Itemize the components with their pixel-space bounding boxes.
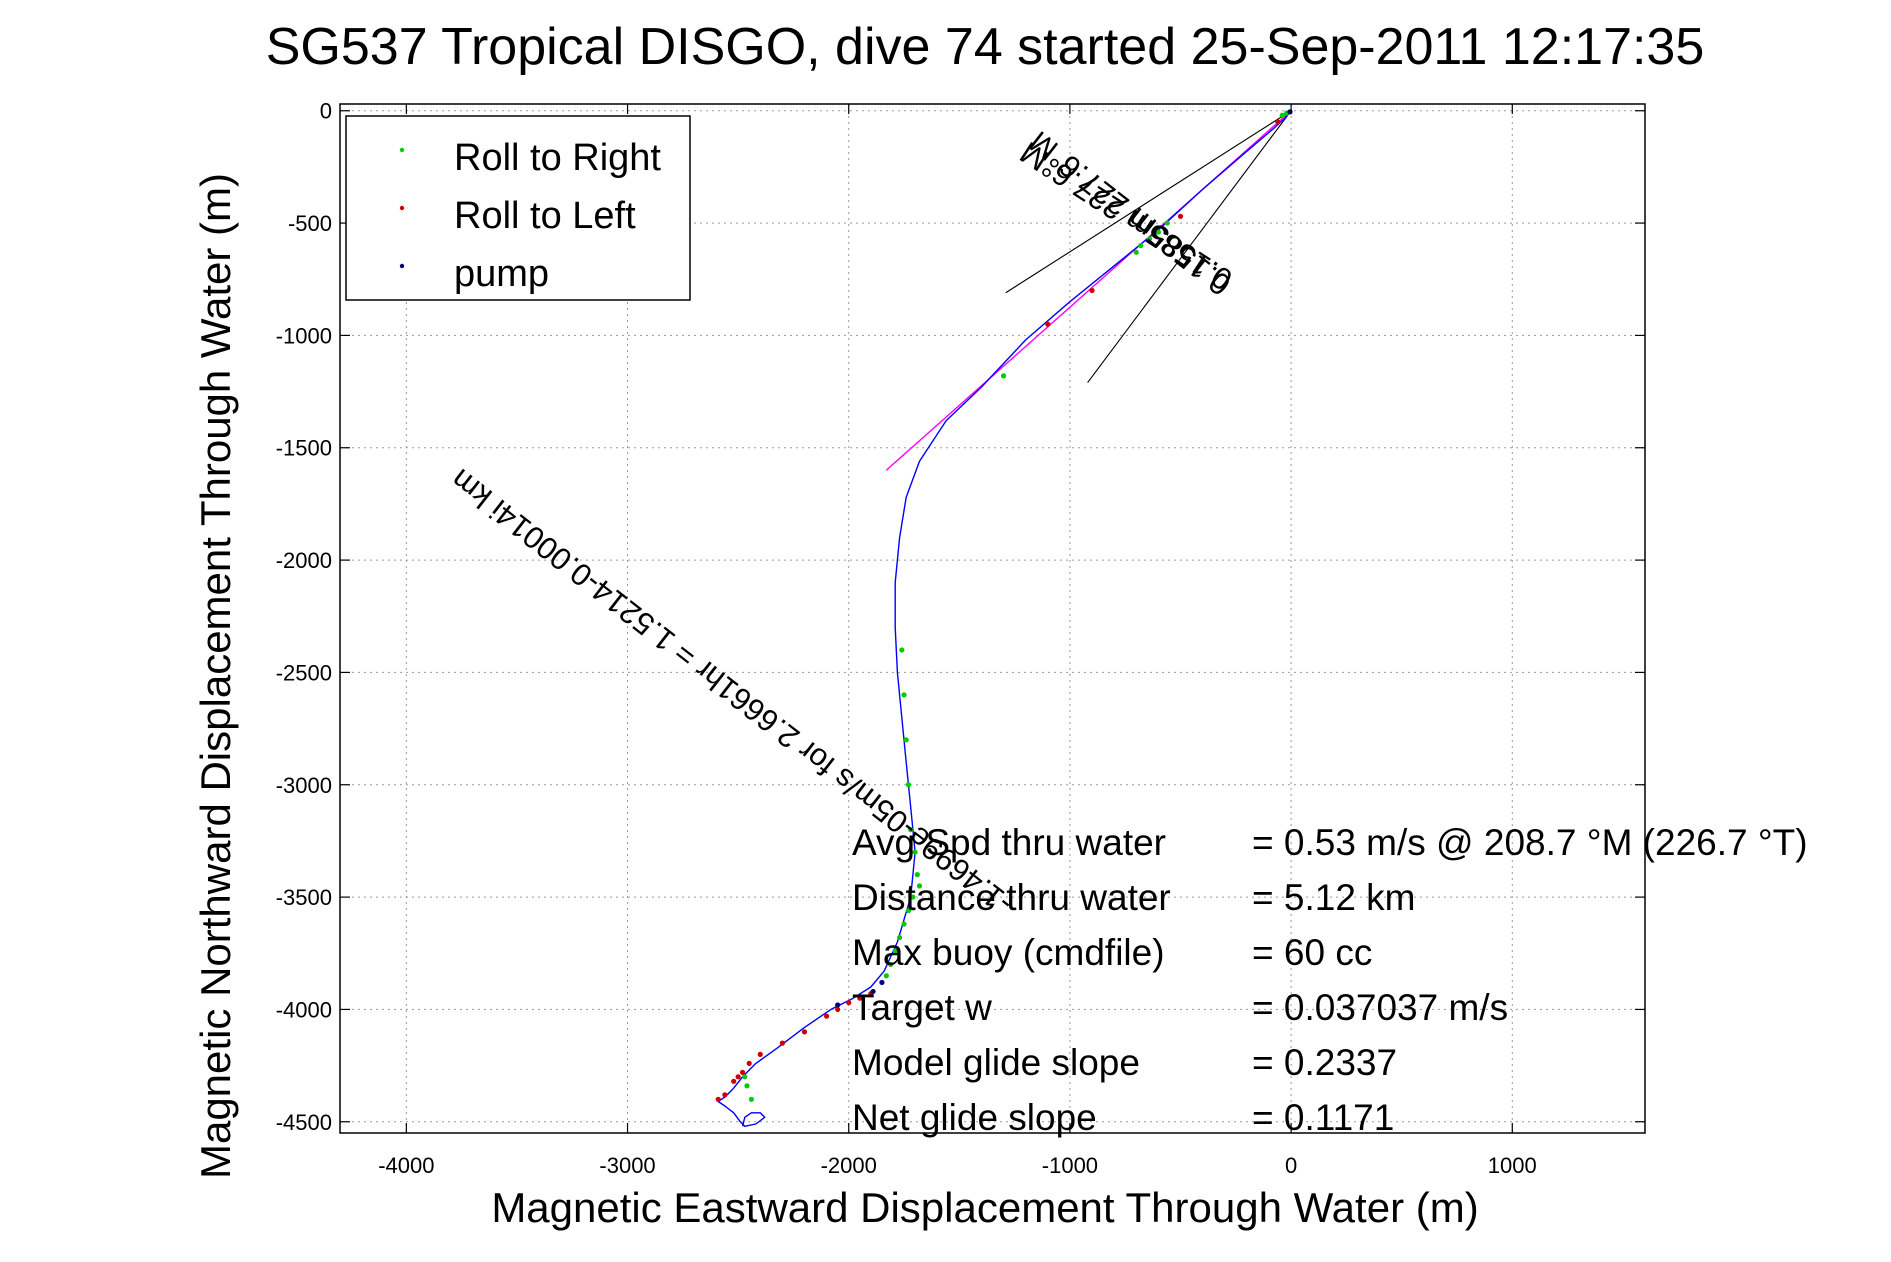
stat-label-model-glide: Model glide slope [852,1042,1140,1083]
roll-right-point [916,883,923,889]
roll-right-point [910,894,916,900]
legend-marker-pump [399,263,405,269]
y-tick-label: -1000 [276,323,332,348]
stat-value-avg-speed: = 0.53 m/s @ 208.7 °M (226.7 °T) [1252,822,1808,863]
roll-right-point [1164,220,1170,226]
y-tick-label: -2500 [276,660,332,685]
track-line [717,110,1292,1127]
stat-label-distance: Distance thru water [852,877,1171,918]
track-annotation: 0.1585m 227.6°M [1014,135,1239,298]
plot-frame [339,103,1646,1134]
stat-value-net-glide: = 0.1171 [1252,1097,1394,1138]
roll-left-point [846,1000,852,1006]
roll-left-point [1177,213,1184,219]
pump-point [870,988,876,995]
legend-entry-roll-right: Roll to Right [399,137,661,179]
roll-left-point [757,1051,763,1057]
roll-right-point [899,647,905,653]
roll-left-point [739,1069,746,1075]
x-tick-label: -1000 [1042,1153,1098,1178]
roll-left-point [1275,119,1281,125]
roll-left-point [731,1078,737,1084]
legend: Roll to Right Roll to Left pump [345,115,691,301]
stat-label-max-buoy: Max buoy (cmdfile) [852,932,1165,973]
x-tick-label: -2000 [821,1153,877,1178]
stat-value-distance: = 5.12 km [1252,877,1416,918]
legend-label-roll-left: Roll to Left [454,195,636,237]
roll-right-point [905,782,912,788]
x-tick-label: -3000 [599,1153,655,1178]
roll-right-point [905,907,912,914]
stat-label-target-w: Target w [852,987,992,1028]
x-axis-label: Magnetic Eastward Displacement Through W… [491,1184,1478,1231]
dive-stats: Avg Spd thru water = 0.53 m/s @ 208.7 °M… [852,822,1808,1138]
roll-left-point [715,1096,721,1102]
roll-left-point [801,1029,808,1035]
roll-left-point [857,995,863,1001]
y-axis-label: Magnetic Northward Displacement Through … [192,173,239,1179]
pump-point [879,979,885,986]
axis-ticks: -4000 -3000 -2000 -1000 0 1000 0 -500 -1000 -1500… [276,99,1645,1178]
roll-left-point [779,1040,785,1046]
pump-point [1287,109,1293,115]
roll-left-point [746,1060,752,1066]
y-tick-label: -500 [288,211,332,236]
cone-line [1087,110,1292,383]
y-tick-label: -3500 [276,885,332,910]
y-tick-label: -1500 [276,436,332,461]
track [717,110,1292,1127]
roll-right-point [1146,236,1153,242]
roll-right-point [748,1096,755,1102]
roll-right-point [901,692,907,698]
roll-left-point [735,1074,741,1080]
roll-right-point [912,849,918,855]
roll-right-point [897,934,903,941]
track-points [715,109,1293,1102]
chart-title: SG537 Tropical DISGO, dive 74 started 25… [266,18,1705,76]
y-tick-label: -4000 [276,997,332,1022]
legend-marker-roll-right [399,147,405,153]
legend-label-roll-right: Roll to Right [454,137,661,179]
roll-right-point [883,973,889,979]
cone-lines [1005,110,1292,383]
roll-right-point [903,737,909,743]
roll-right-point [1138,242,1144,249]
roll-right-point [1279,112,1285,118]
legend-entry-pump: pump [399,253,549,295]
roll-right-point [1000,373,1007,379]
legend-entry-roll-left: Roll to Left [399,195,636,237]
stat-label-net-glide: Net glide slope [852,1097,1097,1138]
x-tick-label: 0 [1285,1153,1297,1178]
roll-right-point [892,948,898,954]
stat-value-target-w: = 0.037037 m/s [1252,987,1508,1028]
roll-right-point [888,961,894,968]
legend-marker-roll-left [399,205,405,211]
y-tick-label: -3000 [276,773,332,798]
roll-left-point [835,1006,841,1013]
stat-value-max-buoy: = 60 cc [1252,932,1372,973]
roll-right-point [908,827,914,833]
y-tick-label: -2000 [276,548,332,573]
roll-right-point [901,921,907,927]
legend-label-pump: pump [454,253,549,295]
roll-right-point [1133,249,1139,255]
x-tick-label: -4000 [378,1153,434,1178]
pump-point [835,1002,841,1008]
roll-left-point [1089,287,1095,294]
roll-left-point [722,1092,728,1098]
y-tick-label: -4500 [276,1110,332,1135]
stat-value-model-glide: = 0.2337 [1252,1042,1397,1083]
stat-label-avg-speed: Avg Spd thru water [852,822,1166,863]
cone-line [1005,110,1292,294]
x-tick-label: 1000 [1488,1153,1537,1178]
roll-right-point [1155,229,1161,235]
y-tick-label: 0 [320,99,332,124]
roll-left-point [1045,321,1051,327]
roll-right-point [742,1074,748,1080]
roll-right-point [914,872,920,878]
roll-left-point [824,1013,830,1019]
grid [340,104,1645,1133]
roll-right-point [744,1083,750,1089]
